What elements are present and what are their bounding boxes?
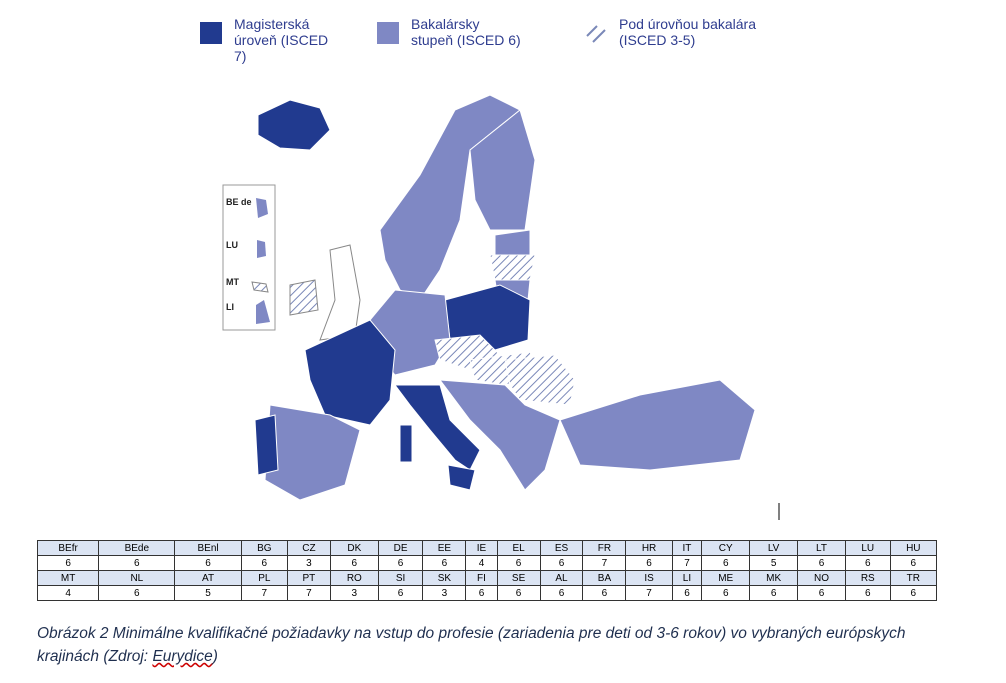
isced-level: 6 — [377, 585, 424, 601]
table-row: MT NL AT PL PT RO SI SK FI SE AL BA IS LI ME MK NO RS TR — [36, 570, 938, 586]
country-code: BG — [240, 540, 288, 556]
source-link[interactable]: Eurydice — [152, 648, 213, 665]
isced-level: 6 — [625, 555, 673, 571]
isced-level: 6 — [36, 555, 100, 571]
isced-level: 3 — [286, 555, 331, 571]
data-table: BEfr BEde BEnl BG CZ DK DE EE IE EL ES FR HR IT CY LV LT… — [36, 540, 938, 601]
isced-level: 6 — [701, 555, 751, 571]
isced-level: 6 — [240, 555, 288, 571]
country-code: EE — [422, 540, 467, 556]
isced-level: 6 — [844, 555, 891, 571]
inset-label: LU — [226, 240, 238, 250]
legend-label: Magisterská úroveň (ISCED 7) — [234, 16, 329, 64]
country-code: HR — [625, 540, 673, 556]
legend-label: Bakalársky stupeň (ISCED 6) — [411, 16, 521, 48]
isced-level: 6 — [701, 585, 751, 601]
country-code: HU — [889, 540, 938, 556]
country-code: BEde — [98, 540, 176, 556]
isced-level: 6 — [889, 585, 938, 601]
isced-level: 6 — [496, 585, 541, 601]
country-code: CZ — [286, 540, 331, 556]
isced-level: 7 — [625, 585, 673, 601]
isced-level: 6 — [98, 585, 176, 601]
isced-level: 6 — [889, 555, 938, 571]
country-code: RO — [329, 570, 379, 586]
isced-level: 6 — [329, 555, 379, 571]
caption-text: Obrázok 2 Minimálne kvalifikačné požiada… — [37, 625, 906, 665]
isced-level: 6 — [671, 585, 703, 601]
isced-level: 6 — [749, 585, 799, 601]
isced-level: 3 — [422, 585, 467, 601]
isced-level: 4 — [36, 585, 100, 601]
legend-item: Magisterská úroveň (ISCED 7) — [200, 16, 329, 64]
inset-frame — [222, 184, 276, 331]
country-code: BA — [582, 570, 627, 586]
country-code: LI — [671, 570, 703, 586]
country-code: NL — [98, 570, 176, 586]
country-code: PT — [286, 570, 331, 586]
country-code: SE — [496, 570, 541, 586]
country-code: LU — [844, 540, 891, 556]
country-code: ES — [539, 540, 584, 556]
map: BE de LU MT LI — [222, 94, 780, 520]
country-code: IE — [465, 540, 498, 556]
country-code: SK — [422, 570, 467, 586]
isced-level: 6 — [174, 555, 242, 571]
isced-level: 5 — [749, 555, 799, 571]
country-code: TR — [889, 570, 938, 586]
country-code: AL — [539, 570, 584, 586]
country-code: LT — [797, 540, 846, 556]
legend-item: Pod úrovňou bakalára (ISCED 3-5) — [585, 16, 779, 48]
country-code: DK — [329, 540, 379, 556]
country-code: PL — [240, 570, 288, 586]
isced-level: 6 — [496, 555, 541, 571]
table-row: BEfr BEde BEnl BG CZ DK DE EE IE EL ES FR HR IT CY LV LT… — [36, 540, 938, 556]
isced-level: 6 — [539, 585, 584, 601]
country-code: EL — [496, 540, 541, 556]
caption-end: ) — [212, 648, 218, 665]
country-code: IT — [671, 540, 703, 556]
country-code: BEfr — [36, 540, 100, 556]
caption: Obrázok 2 Minimálne kvalifikačné požiada… — [37, 622, 937, 668]
isced-level: 6 — [422, 555, 467, 571]
isced-level: 6 — [797, 585, 846, 601]
isced-level: 7 — [240, 585, 288, 601]
isced-level: 7 — [671, 555, 703, 571]
inset-label: MT — [226, 277, 239, 287]
country-code: BEnl — [174, 540, 242, 556]
inset-label: LI — [226, 302, 234, 312]
country-code: MT — [36, 570, 100, 586]
country-code: NO — [797, 570, 846, 586]
legend-item: Bakalársky stupeň (ISCED 6) — [377, 16, 521, 48]
isced-level: 5 — [174, 585, 242, 601]
isced-level: 3 — [329, 585, 379, 601]
country-code: CY — [701, 540, 751, 556]
country-code: FI — [465, 570, 498, 586]
country-code: AT — [174, 570, 242, 586]
country-code: ME — [701, 570, 751, 586]
isced-level: 7 — [582, 555, 627, 571]
country-code: DE — [377, 540, 424, 556]
isced-level: 6 — [465, 585, 498, 601]
isced-level: 6 — [844, 585, 891, 601]
country-code: LV — [749, 540, 799, 556]
country-code: SI — [377, 570, 424, 586]
country-code: MK — [749, 570, 799, 586]
inset-label: BE de — [226, 197, 252, 207]
country-code: RS — [844, 570, 891, 586]
isced-level: 6 — [539, 555, 584, 571]
isced-level: 6 — [582, 585, 627, 601]
isced-level: 6 — [377, 555, 424, 571]
country-code: IS — [625, 570, 673, 586]
isced-level: 7 — [286, 585, 331, 601]
country-code: FR — [582, 540, 627, 556]
isced-level: 6 — [98, 555, 176, 571]
legend-label: Pod úrovňou bakalára (ISCED 3-5) — [619, 16, 756, 48]
isced-level: 4 — [465, 555, 498, 571]
isced-level: 6 — [797, 555, 846, 571]
